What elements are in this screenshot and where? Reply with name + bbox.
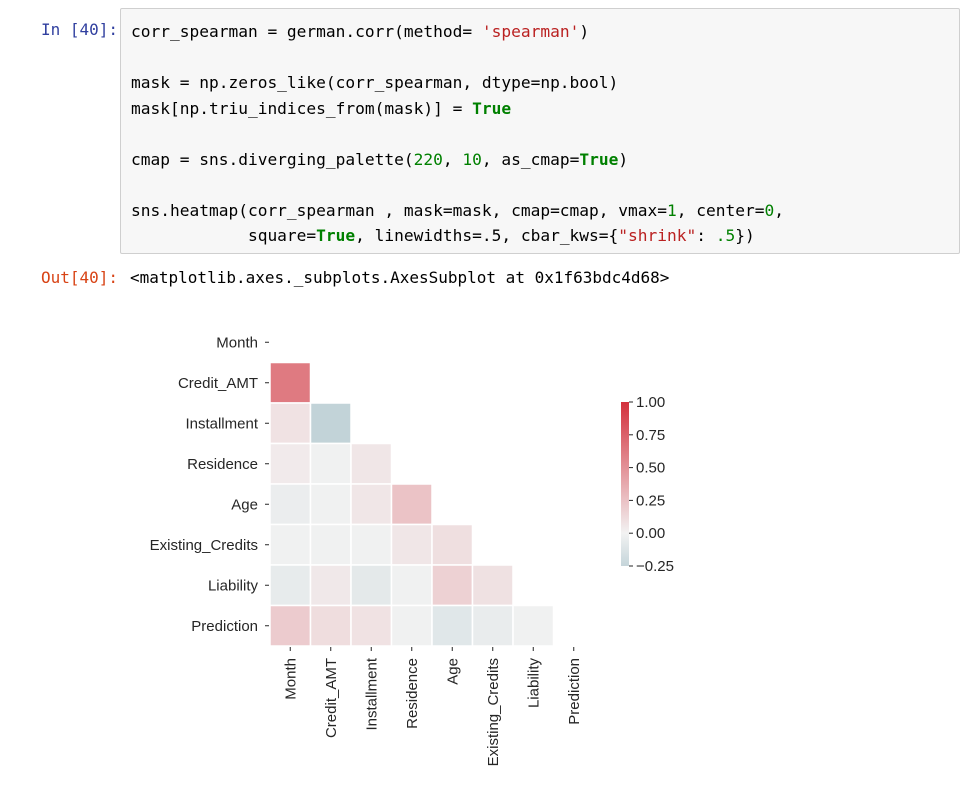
x-tick-label: Age — [444, 658, 461, 685]
code-token: : — [696, 226, 716, 245]
code-token: ) — [579, 22, 590, 41]
code-token: square= — [131, 226, 317, 245]
code-token: 0 — [764, 200, 775, 220]
heatmap-cell — [269, 402, 312, 445]
code-editor[interactable]: corr_spearman = german.corr(method= 'spe… — [131, 19, 784, 249]
heatmap-cell — [431, 523, 474, 566]
heatmap-cell — [309, 442, 352, 485]
code-token: corr_spearman = german.corr(method= — [131, 22, 482, 41]
code-token: True — [472, 98, 512, 118]
code-token: "shrink" — [618, 226, 697, 245]
heatmap-cell — [269, 483, 312, 526]
x-tick-label: Liability — [525, 658, 542, 709]
code-token: True — [579, 149, 619, 169]
heatmap-cell — [390, 564, 433, 607]
code-token: ) — [618, 149, 629, 169]
code-line: corr_spearman = german.corr(method= 'spe… — [131, 19, 784, 45]
code-line: mask[np.triu_indices_from(mask)] = True — [131, 96, 784, 122]
code-token: 10 — [462, 149, 482, 169]
y-tick-label: Residence — [187, 456, 258, 473]
x-tick-label: Existing_Credits — [485, 658, 502, 766]
code-token: , — [774, 200, 784, 220]
heatmap-cell — [309, 604, 352, 647]
code-token: sns.heatmap(corr_spearman , mask=mask, c… — [131, 200, 668, 220]
code-token: 220 — [413, 149, 443, 169]
heatmap-cell — [350, 523, 393, 566]
heatmap-cell — [390, 483, 433, 526]
heatmap-cell — [269, 564, 312, 607]
x-tick-label: Credit_AMT — [323, 658, 340, 738]
heatmap-cell — [309, 402, 352, 445]
code-token: , as_cmap= — [481, 149, 580, 169]
heatmap-cell — [390, 604, 433, 647]
code-token: 1 — [667, 200, 677, 220]
code-line — [131, 45, 784, 71]
heatmap-cell — [350, 564, 393, 607]
heatmap-cell — [431, 604, 474, 647]
heatmap-cell — [512, 604, 555, 647]
input-prompt: In [40]: — [40, 20, 118, 39]
code-input-area[interactable]: corr_spearman = german.corr(method= 'spe… — [120, 8, 960, 254]
heatmap-cells — [269, 361, 555, 647]
colorbar-tick-label: 0.50 — [636, 460, 665, 477]
output-repr-text: <matplotlib.axes._subplots.AxesSubplot a… — [130, 268, 670, 287]
colorbar-tick-label: 0.00 — [636, 525, 665, 542]
y-tick-label: Credit_AMT — [178, 375, 258, 392]
heatmap-cell — [309, 523, 352, 566]
y-tick-label: Age — [231, 496, 258, 513]
x-axis-labels: Month Credit_AMT Installment Residence Age Ex… — [282, 647, 583, 766]
heatmap-cell — [269, 604, 312, 647]
heatmap-cell — [269, 442, 312, 485]
heatmap-cell — [269, 361, 312, 404]
heatmap-cell — [390, 523, 433, 566]
colorbar-tick-label: −0.25 — [636, 558, 674, 575]
code-token: True — [316, 226, 356, 245]
code-token: , — [442, 149, 463, 169]
code-token: , center= — [676, 200, 765, 220]
colorbar-tick-label: 0.75 — [636, 427, 665, 444]
output-prompt: Out[40]: — [40, 268, 118, 287]
code-line: square=True, linewidths=.5, cbar_kws={"s… — [131, 223, 784, 249]
heatmap-cell — [309, 564, 352, 607]
x-tick-label: Prediction — [566, 658, 583, 725]
colorbar: 1.00 0.75 0.50 0.25 0.00 −0.25 — [621, 394, 674, 575]
code-token: cmap = sns.diverging_palette( — [131, 149, 414, 169]
x-tick-label: Month — [282, 658, 299, 700]
x-tick-label: Residence — [404, 658, 421, 729]
y-tick-label: Existing_Credits — [150, 537, 258, 554]
heatmap-cell — [309, 483, 352, 526]
heatmap-cell — [471, 604, 514, 647]
heatmap-cell — [471, 564, 514, 607]
y-axis-labels: Month Credit_AMT Installment Residence Age Ex… — [150, 334, 269, 635]
code-token: 'spearman' — [481, 22, 580, 41]
code-token: .5 — [715, 226, 736, 245]
heatmap-cell — [350, 483, 393, 526]
y-tick-label: Month — [216, 334, 258, 351]
heatmap-cell — [350, 442, 393, 485]
code-token: mask[np.triu_indices_from(mask)] = — [131, 98, 473, 118]
code-line — [131, 172, 784, 198]
y-tick-label: Installment — [185, 415, 258, 432]
code-token: }) — [735, 226, 755, 245]
colorbar-tick-label: 0.25 — [636, 492, 665, 509]
code-token: , linewidths=.5, cbar_kws={ — [355, 226, 619, 245]
heatmap-cell — [269, 523, 312, 566]
heatmap-cell — [350, 604, 393, 647]
code-line — [131, 121, 784, 147]
colorbar-tick-label: 1.00 — [636, 394, 665, 411]
colorbar-gradient — [621, 402, 629, 566]
heatmap-figure: Month Credit_AMT Installment Residence Age Ex… — [150, 334, 674, 766]
code-line: mask = np.zeros_like(corr_spearman, dtyp… — [131, 70, 784, 96]
code-line: cmap = sns.diverging_palette(220, 10, as… — [131, 147, 784, 173]
heatmap-cell — [431, 564, 474, 607]
code-token: mask = np.zeros_like(corr_spearman, dtyp… — [131, 73, 619, 92]
x-tick-label: Installment — [363, 657, 380, 730]
y-tick-label: Prediction — [191, 618, 258, 635]
code-line: sns.heatmap(corr_spearman , mask=mask, c… — [131, 198, 784, 224]
y-tick-label: Liability — [208, 577, 259, 594]
